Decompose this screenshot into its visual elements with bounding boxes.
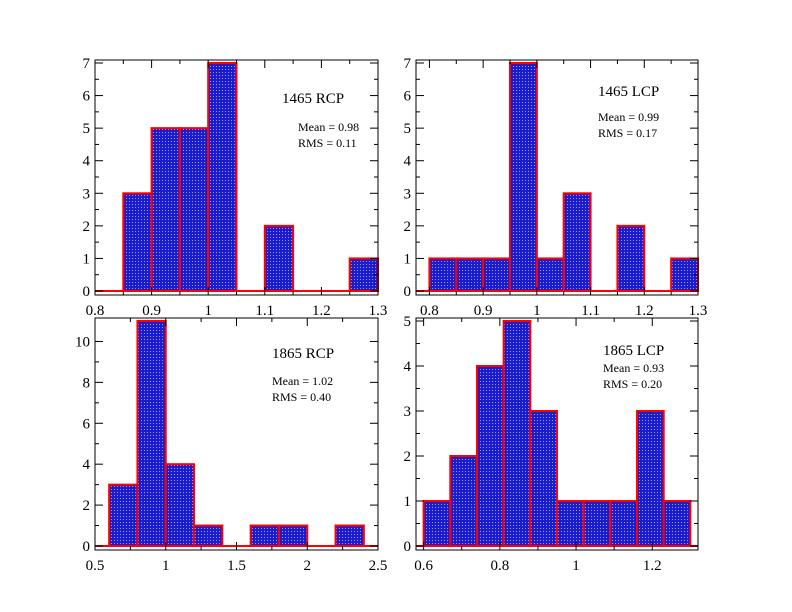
mean-annotation: Mean = 0.99 (598, 110, 659, 124)
rms-annotation: RMS = 0.20 (603, 377, 662, 391)
histogram-bar (249, 524, 280, 548)
x-tick-label: 1 (533, 303, 541, 319)
y-tick-label: 1 (404, 251, 412, 267)
panel-1865-lcp: 0.6 0.8 1 1.2 0 1 2 3 4 5 1865 LCP Mean = 0.93 RMS =… (404, 314, 699, 574)
histogram-bar (475, 365, 505, 547)
y-tick-label: 0 (404, 284, 412, 300)
panel-title: 1865 LCP (603, 343, 664, 359)
y-tick-label: 7 (404, 56, 412, 72)
x-tick-label: 1.3 (369, 303, 388, 319)
histogram-bar (582, 500, 612, 547)
y-tick-label: 3 (404, 186, 412, 202)
rms-annotation: RMS = 0.40 (272, 390, 331, 404)
y-tick-label: 10 (75, 334, 90, 350)
histogram-bar (150, 127, 181, 292)
histogram-bar (455, 257, 485, 292)
histogram-bar (277, 524, 309, 548)
x-tick-label: 1.2 (635, 303, 654, 319)
panel-title: 1465 LCP (598, 84, 659, 100)
y-tick-label: 4 (404, 359, 412, 375)
histogram-bar (670, 257, 700, 292)
x-tick-label: 1 (162, 558, 170, 574)
histogram-bar (136, 320, 167, 547)
histogram-bar (509, 62, 538, 292)
histogram-bar (556, 500, 585, 547)
mean-annotation: Mean = 0.98 (298, 120, 359, 134)
y-tick-label: 5 (404, 121, 412, 137)
histogram-bar (207, 62, 238, 292)
y-tick-label: 4 (404, 154, 412, 170)
histogram-bar (616, 224, 646, 293)
x-tick-label: 0.8 (420, 303, 439, 319)
x-tick-label: 2 (304, 558, 312, 574)
x-tick-label: 1.1 (581, 303, 600, 319)
histogram-bar (428, 257, 458, 292)
panel-1465-lcp: 0.8 0.9 1 1.1 1.2 1.3 0 1 2 3 4 5 6 7 1465 LCP Mean = 0… (404, 56, 708, 319)
x-tick-label: 1.2 (312, 303, 331, 319)
x-tick-label: 0.5 (86, 558, 105, 574)
y-tick-label: 1 (83, 251, 91, 267)
histogram-bar (609, 500, 639, 547)
y-tick-label: 5 (83, 121, 91, 137)
histogram-bar (636, 410, 665, 547)
mean-annotation: Mean = 0.93 (603, 361, 664, 375)
histogram-bar (422, 500, 452, 547)
y-tick-label: 4 (83, 457, 91, 473)
x-tick-label: 1.1 (255, 303, 274, 319)
rms-annotation: RMS = 0.11 (298, 136, 357, 150)
y-tick-label: 7 (83, 56, 91, 72)
histogram-bar (482, 257, 511, 292)
x-tick-label: 1.5 (227, 558, 246, 574)
y-tick-label: 0 (404, 539, 412, 555)
y-tick-label: 6 (404, 89, 412, 105)
y-tick-label: 6 (83, 89, 91, 105)
x-tick-label: 0.9 (474, 303, 493, 319)
y-tick-label: 0 (83, 284, 91, 300)
x-tick-label: 1 (204, 303, 212, 319)
x-tick-label: 1 (572, 558, 580, 574)
histogram-bar (193, 524, 224, 548)
y-tick-label: 2 (404, 219, 412, 235)
y-tick-label: 3 (404, 404, 412, 420)
x-tick-label: 2.5 (369, 558, 388, 574)
histogram-bar (502, 320, 532, 547)
histogram-bar (662, 500, 692, 547)
histogram-bar (529, 410, 559, 547)
y-tick-label: 6 (83, 416, 91, 432)
histogram-bar (108, 483, 139, 547)
histogram-bar (562, 192, 592, 293)
x-tick-label: 1.3 (689, 303, 708, 319)
histogram-bar (178, 127, 210, 292)
y-tick-label: 2 (404, 449, 412, 465)
y-tick-label: 5 (404, 314, 412, 330)
x-tick-label: 0.8 (86, 303, 105, 319)
histogram-bar (263, 224, 295, 293)
panel-title: 1465 RCP (282, 91, 344, 107)
y-tick-label: 4 (83, 154, 91, 170)
mean-annotation: Mean = 1.02 (272, 374, 333, 388)
y-tick-label: 2 (83, 498, 91, 514)
x-tick-label: 0.9 (142, 303, 161, 319)
y-tick-label: 0 (83, 539, 91, 555)
histogram-bar (348, 257, 380, 292)
y-tick-label: 3 (83, 186, 91, 202)
x-tick-label: 0.8 (490, 558, 509, 574)
rms-annotation: RMS = 0.17 (598, 126, 657, 140)
panel-1465-rcp: 0.8 0.9 1 1.1 1.2 1.3 0 1 2 3 4 5 6 7 1465 RCP Mean = 0… (83, 56, 388, 319)
panel-title: 1865 RCP (272, 346, 334, 362)
x-tick-label: 1.2 (643, 558, 662, 574)
histogram-bar (535, 257, 565, 292)
y-tick-label: 8 (83, 375, 91, 391)
histogram-bar (164, 463, 196, 548)
histogram-bar (449, 455, 478, 547)
y-tick-label: 2 (83, 219, 91, 235)
y-tick-label: 1 (404, 494, 412, 510)
x-tick-label: 0.6 (414, 558, 433, 574)
panel-1865-rcp: 0.5 1 1.5 2 2.5 0 2 4 6 8 10 1865 RCP Mean = 1.02 RMS… (75, 317, 388, 574)
histogram-bar (334, 524, 365, 548)
histogram-bar (122, 192, 153, 293)
